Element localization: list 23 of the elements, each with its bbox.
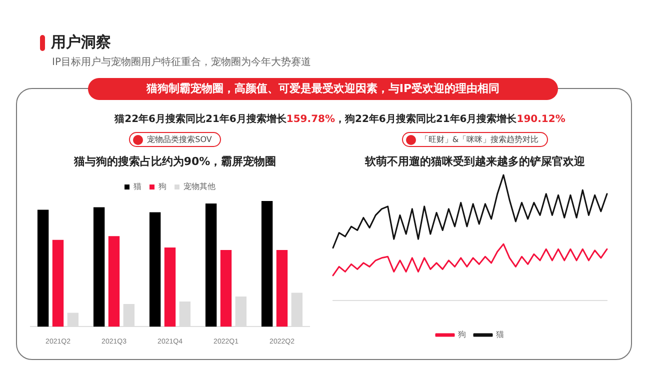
bar <box>93 207 105 327</box>
legend-label: 狗 <box>158 182 166 192</box>
text: 猫狗制霸宠物圈，高颜值、可爱是最受欢迎因素，与IP受欢迎的理由相同 <box>88 78 558 100</box>
text: IP目标用户与宠物圈用户特征重合，宠物圈为今年大势赛道 <box>52 56 311 69</box>
chart-title: 软萌不用遛的猫咪受到越来越多的铲屎官欢迎 <box>364 154 586 169</box>
bar <box>149 212 161 327</box>
bar <box>52 240 64 327</box>
chart-subtitle: 「旺财」&「咪咪」搜索趋势对比 <box>420 134 539 145</box>
legend-label: 宠物其他 <box>184 182 216 192</box>
bar <box>276 250 288 327</box>
chart-subtitle: 宠物品类搜索SOV <box>147 134 212 145</box>
bar <box>37 210 49 327</box>
text: 猫22年6月搜索同比21年6月搜索增长159.78%，狗22年6月搜索同比21年6月搜索增长190.12% <box>114 114 566 125</box>
bar <box>164 247 176 327</box>
legend-label: 猫 <box>496 330 504 340</box>
bar <box>261 201 273 327</box>
chart-title: 猫与狗的搜索占比约为90%，霸屏宠物圈 <box>72 154 278 169</box>
bar <box>220 250 232 327</box>
bar <box>205 204 217 327</box>
text: 用户洞察 <box>51 33 111 52</box>
bar <box>108 236 120 327</box>
legend-label: 狗 <box>458 330 466 340</box>
legend-label: 猫 <box>134 182 142 192</box>
